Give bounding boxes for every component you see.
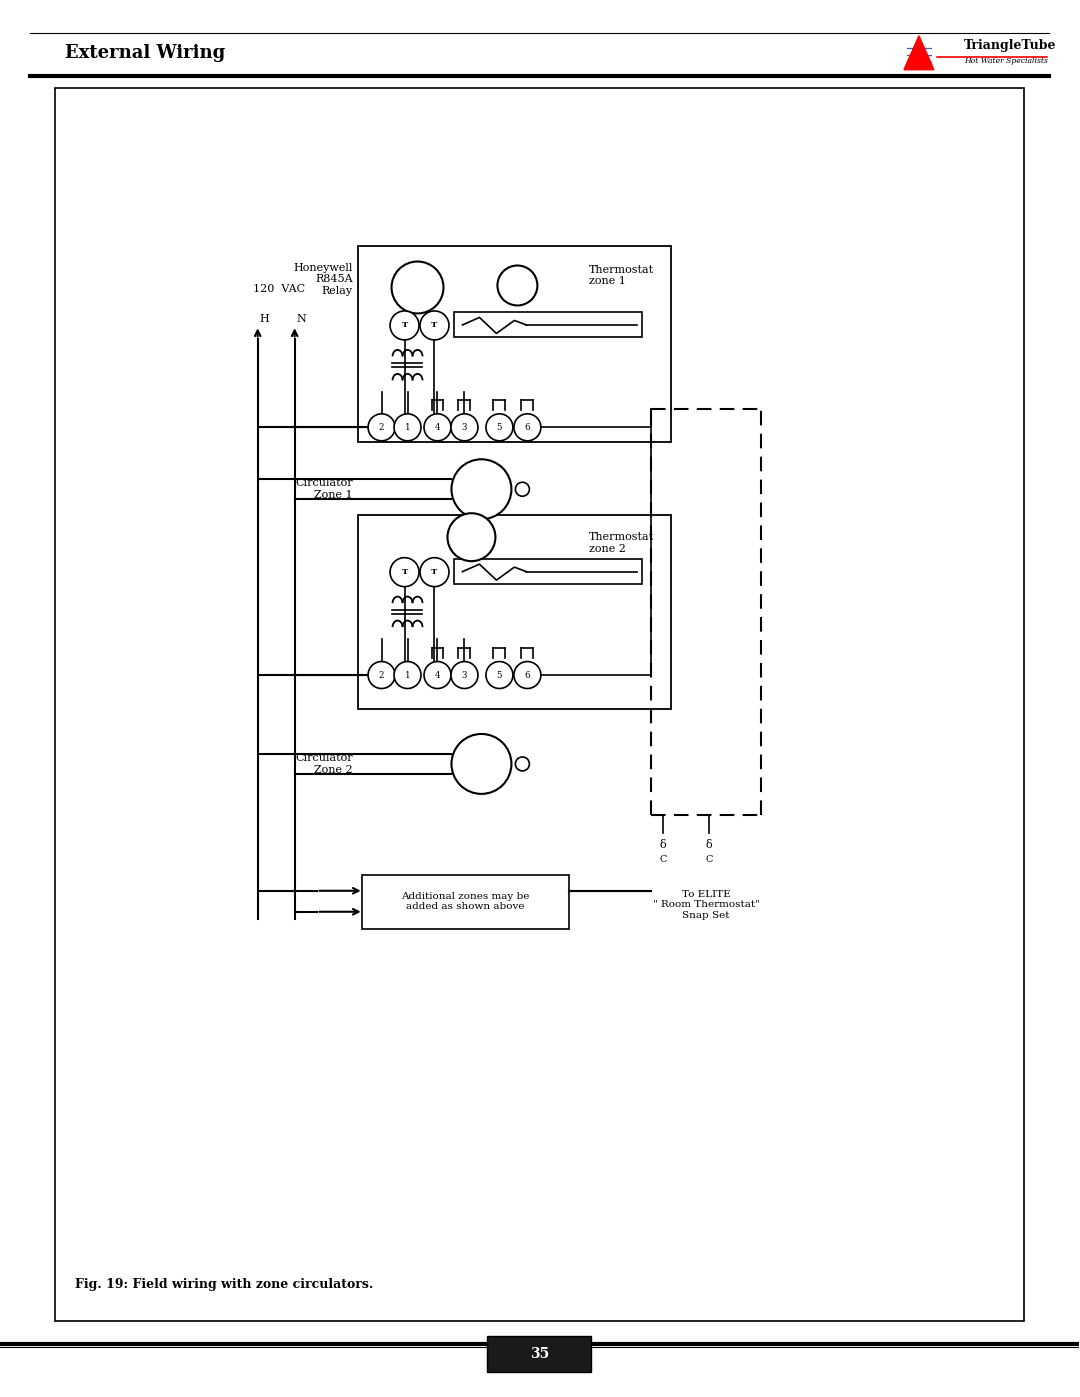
Text: TriangleTube: TriangleTube (963, 39, 1056, 52)
Circle shape (451, 662, 478, 689)
Text: T: T (431, 321, 437, 330)
Circle shape (514, 414, 541, 441)
Text: Honeywell
R845A
Relay: Honeywell R845A Relay (293, 263, 352, 296)
Bar (455, 313, 643, 338)
Text: Fig. 19: Field wiring with zone circulators.: Fig. 19: Field wiring with zone circulat… (75, 1278, 374, 1291)
Circle shape (515, 482, 529, 496)
Text: Thermostat
zone 1: Thermostat zone 1 (590, 264, 654, 286)
Bar (362, 875, 569, 929)
Bar (357, 246, 672, 443)
Text: C: C (705, 855, 713, 865)
Text: T: T (402, 321, 407, 330)
Circle shape (390, 312, 419, 339)
Circle shape (368, 662, 395, 689)
Bar (357, 515, 672, 710)
Circle shape (514, 662, 541, 689)
Circle shape (420, 312, 449, 339)
Circle shape (486, 414, 513, 441)
Circle shape (486, 662, 513, 689)
Text: T: T (402, 569, 407, 576)
Circle shape (394, 414, 421, 441)
Bar (455, 559, 643, 584)
Circle shape (451, 733, 512, 793)
Text: 2: 2 (379, 423, 384, 432)
Bar (487, 1337, 592, 1372)
Text: 5: 5 (497, 423, 502, 432)
Text: δ: δ (660, 840, 666, 849)
Polygon shape (904, 36, 934, 70)
Circle shape (424, 414, 451, 441)
Text: 5: 5 (497, 671, 502, 679)
Text: 3: 3 (462, 671, 468, 679)
Circle shape (498, 265, 538, 306)
Circle shape (390, 557, 419, 587)
Text: 4: 4 (435, 671, 441, 679)
Circle shape (451, 460, 512, 520)
Text: T: T (431, 569, 437, 576)
Text: External Wiring: External Wiring (65, 43, 225, 61)
Text: Thermostat
zone 2: Thermostat zone 2 (590, 532, 654, 555)
Circle shape (447, 513, 496, 562)
Text: 4: 4 (435, 423, 441, 432)
Circle shape (515, 757, 529, 771)
Text: 2: 2 (379, 671, 384, 679)
Text: Hot Water Specialists: Hot Water Specialists (963, 57, 1048, 64)
Text: 35: 35 (530, 1347, 549, 1361)
Text: To ELITE
" Room Thermostat"
Snap Set: To ELITE " Room Thermostat" Snap Set (652, 890, 759, 919)
Circle shape (451, 414, 478, 441)
Text: H: H (259, 314, 269, 324)
Text: Circulator
Zone 2: Circulator Zone 2 (295, 753, 352, 775)
Text: 6: 6 (525, 671, 530, 679)
Text: Circulator
Zone 1: Circulator Zone 1 (295, 478, 352, 500)
Circle shape (424, 662, 451, 689)
Text: δ: δ (706, 840, 713, 849)
Text: 120  VAC: 120 VAC (253, 285, 305, 295)
Text: 1: 1 (405, 423, 410, 432)
Circle shape (420, 557, 449, 587)
Text: 1: 1 (405, 671, 410, 679)
Circle shape (368, 414, 395, 441)
Circle shape (392, 261, 444, 313)
Circle shape (394, 662, 421, 689)
Text: N: N (297, 314, 307, 324)
Text: C: C (660, 855, 667, 865)
Text: 3: 3 (462, 423, 468, 432)
Text: Additional zones may be
added as shown above: Additional zones may be added as shown a… (402, 893, 529, 911)
Text: 6: 6 (525, 423, 530, 432)
Bar (55, 88, 1024, 1322)
